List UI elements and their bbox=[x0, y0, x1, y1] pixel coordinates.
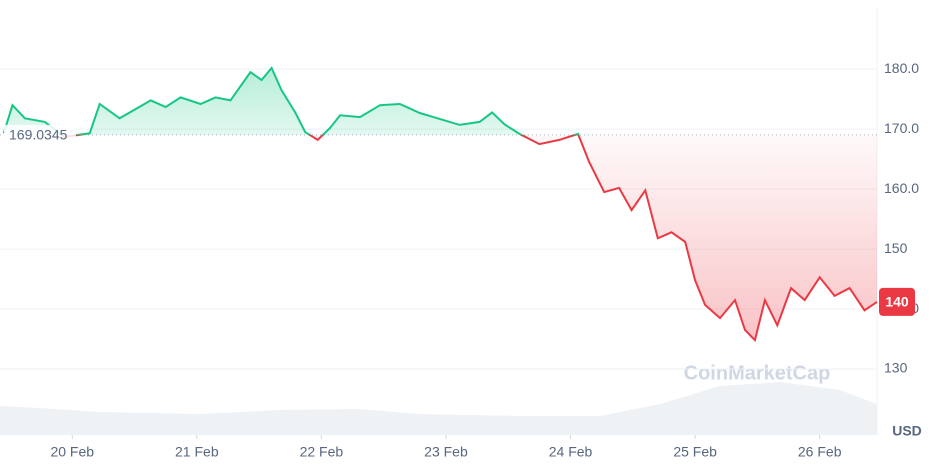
baseline-label: 169.0345 bbox=[9, 127, 68, 143]
x-tick-label: 22 Feb bbox=[300, 444, 344, 460]
x-tick-label: 24 Feb bbox=[549, 444, 593, 460]
last-price-badge bbox=[879, 287, 915, 316]
x-tick-label: 25 Feb bbox=[673, 444, 717, 460]
x-tick-label: 23 Feb bbox=[424, 444, 468, 460]
volume-area bbox=[0, 382, 877, 435]
x-tick-label: 21 Feb bbox=[175, 444, 219, 460]
last-price-label: 140 bbox=[885, 294, 909, 310]
price-line bbox=[2, 66, 878, 343]
y-tick-label: 150 bbox=[884, 240, 908, 256]
area-fill bbox=[3, 68, 877, 341]
y-tick-label: 160.0 bbox=[884, 180, 919, 196]
x-tick-label: 26 Feb bbox=[798, 444, 842, 460]
y-tick-label: 180.0 bbox=[884, 60, 919, 76]
watermark: CoinMarketCap bbox=[684, 362, 831, 384]
baseline-badge bbox=[4, 124, 76, 145]
y-tick-label: 170.0 bbox=[884, 120, 919, 136]
y-unit: USD bbox=[892, 423, 922, 439]
y-tick-label: 130 bbox=[884, 360, 908, 376]
x-tick-label: 20 Feb bbox=[50, 444, 94, 460]
